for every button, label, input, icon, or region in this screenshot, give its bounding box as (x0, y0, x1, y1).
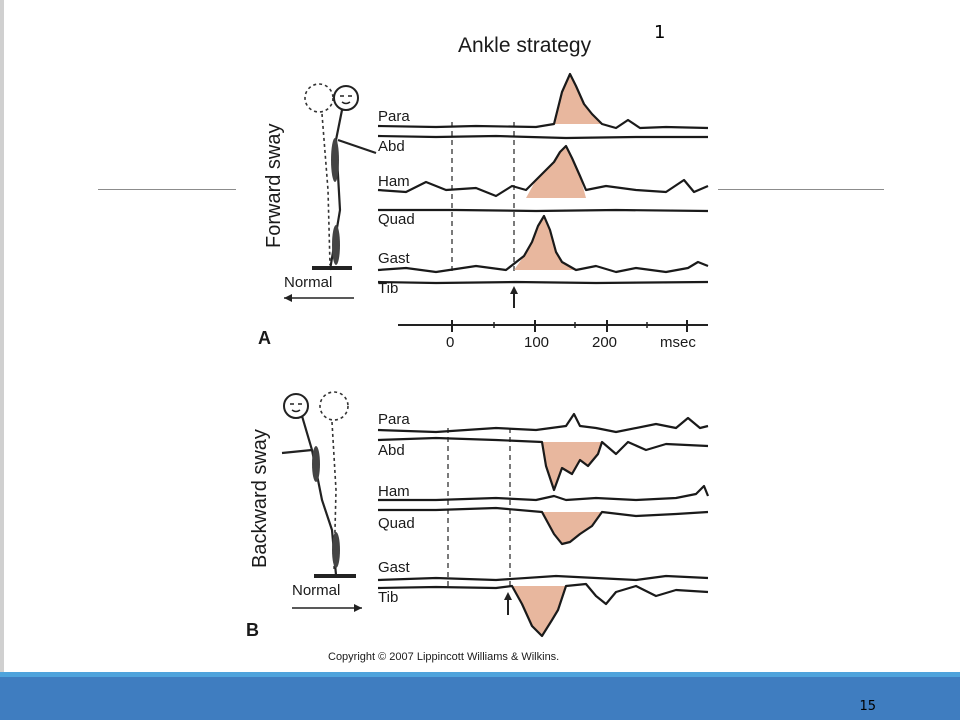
trace-a-para (377, 72, 709, 130)
backward-sway-figure (281, 391, 356, 578)
figure-title: Ankle strategy (458, 34, 592, 57)
muscle-label-b-ham: Ham (378, 483, 410, 500)
panel-a-direction-arrow (284, 294, 354, 302)
trace-a-abd (377, 134, 708, 140)
panel-a-label: A (258, 328, 271, 348)
time-axis-label-100: 100 (524, 334, 549, 351)
panel-b-normal-label: Normal (292, 582, 340, 599)
trace-b-ham (378, 484, 710, 502)
panel-a-onset-arrow (510, 286, 518, 308)
slide-footer-bar: 15 (0, 672, 960, 720)
trace-a-tib (377, 280, 709, 285)
muscle-label-a-para: Para (378, 108, 410, 125)
muscle-label-a-abd: Abd (378, 138, 405, 155)
ham-activity-shade (526, 146, 586, 198)
gast-activity-shade (514, 216, 574, 270)
page-number: 15 (859, 699, 876, 714)
trace-b-abd (377, 436, 709, 492)
muscle-label-a-quad: Quad (378, 211, 415, 228)
muscle-label-b-para: Para (378, 411, 410, 428)
trace-a-quad (378, 208, 709, 213)
panel-b-onset-arrow (504, 592, 512, 615)
muscle-label-a-ham: Ham (378, 173, 410, 190)
trace-a-gast (377, 214, 709, 274)
panel-a-normal-label: Normal (284, 274, 332, 291)
title-rule-left (98, 189, 236, 190)
forward-sway-label: Forward sway (263, 124, 285, 248)
ankle-strategy-figure: Ankle strategy Forward sway Normal A Par… (236, 30, 718, 670)
panel-b-direction-arrow (292, 604, 362, 612)
panel-b-label: B (246, 620, 259, 640)
muscle-label-b-tib: Tib (378, 589, 398, 606)
trace-b-gast (377, 574, 709, 582)
trace-b-quad (378, 506, 709, 546)
muscle-label-b-quad: Quad (378, 515, 415, 532)
title-rule-right (718, 189, 884, 190)
time-axis-label-200: 200 (592, 334, 617, 351)
muscle-label-b-gast: Gast (378, 559, 411, 576)
forward-sway-figure (304, 83, 377, 271)
backward-sway-label: Backward sway (249, 429, 271, 568)
time-axis-label-0: 0 (446, 334, 454, 351)
muscle-label-a-tib: Tib (378, 280, 398, 297)
trace-b-tib (377, 582, 709, 638)
slide-left-border (0, 0, 4, 672)
abd-activity-shade (542, 442, 602, 490)
trace-a-ham (377, 144, 709, 198)
tib-activity-shade (512, 586, 566, 636)
time-axis (398, 320, 708, 332)
muscle-label-a-gast: Gast (378, 250, 411, 267)
trace-b-para (377, 412, 709, 434)
muscle-label-b-abd: Abd (378, 442, 405, 459)
time-axis-unit: msec (660, 334, 696, 351)
copyright-text: Copyright © 2007 Lippincott Williams & W… (328, 651, 559, 663)
slide-marker: 1 (654, 22, 666, 43)
